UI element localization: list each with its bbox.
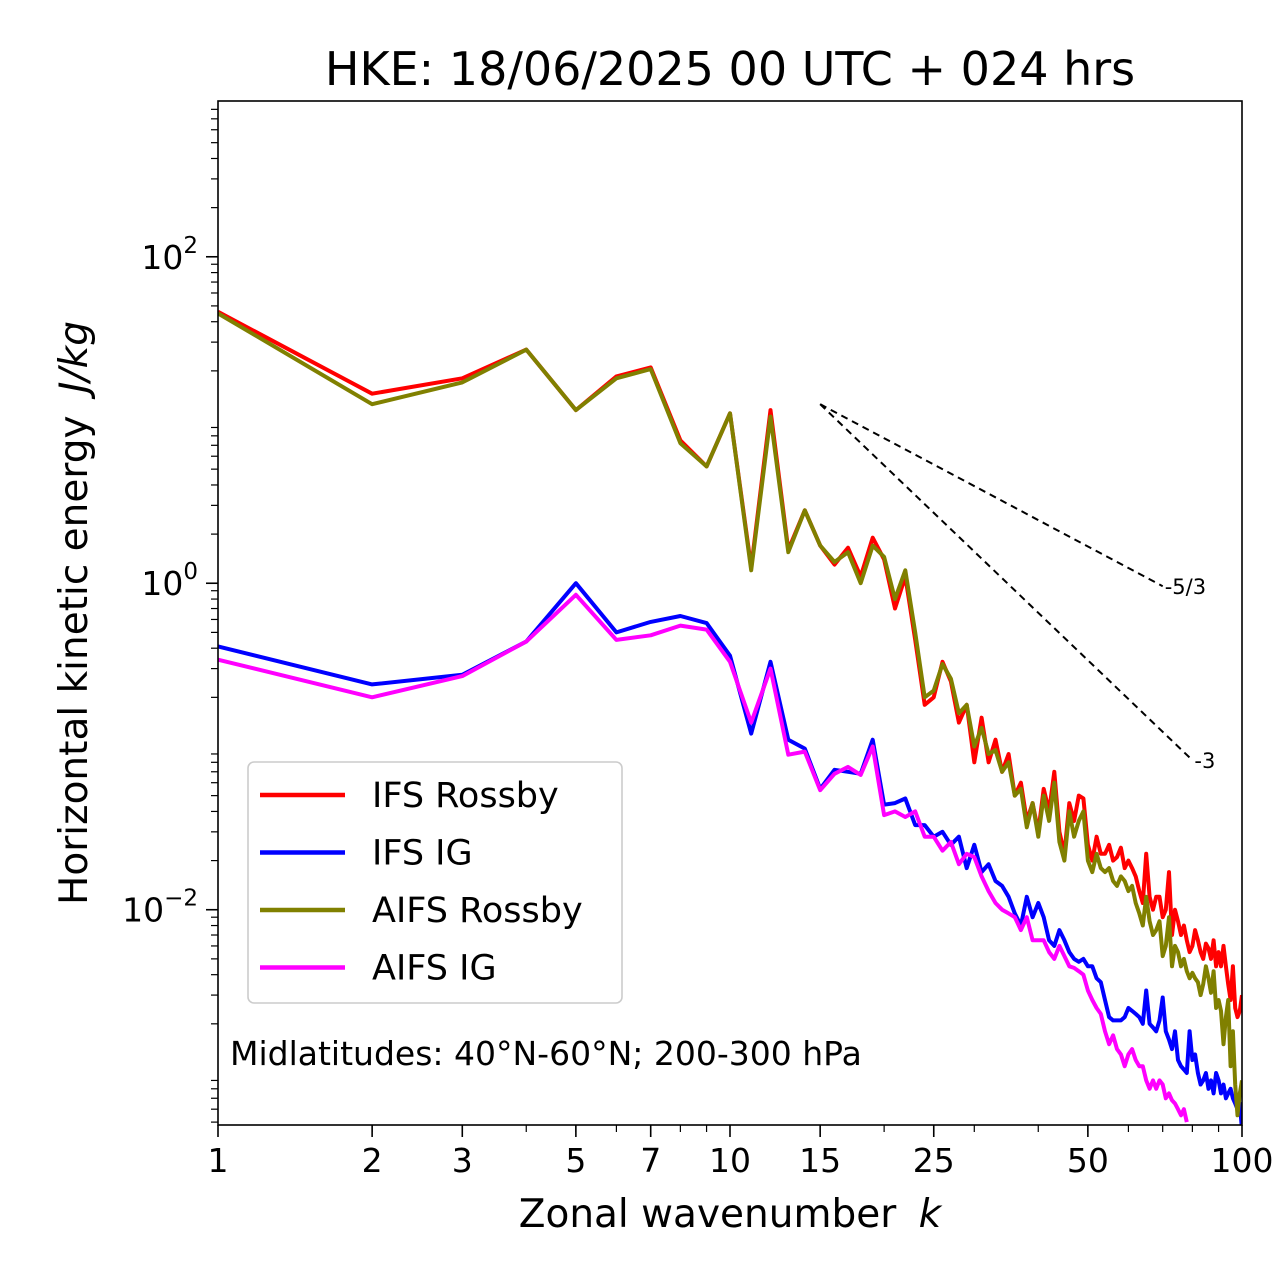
y-tick-exponent: 2 [183,233,198,259]
legend-label: AIFS IG [372,949,497,989]
y-tick-label: 102 [141,233,198,277]
x-axis-label-text: Zonal wavenumber [519,1192,897,1237]
x-axis-ticks: 1 2 3 5 7 10 15 25 50 100 [208,1125,1274,1180]
series-layer [218,310,1242,1125]
y-tick-label: 100 [141,559,198,603]
series-line-ifs-rossby [218,310,1242,1020]
y-axis-label: Horizontal kinetic energy J/kg [52,321,97,905]
x-tick-label: 10 [709,1141,751,1180]
x-tick-label: 7 [640,1141,661,1180]
y-tick-base: 10 [141,238,183,277]
reference-slope-label: -5/3 [1165,575,1206,599]
y-tick-base: 10 [122,891,164,930]
y-tick-label: 10−2 [122,886,198,930]
legend-entries: IFS Rossby IFS IG AIFS Rossby AIFS IG [260,776,583,989]
plot-frame [217,100,1243,1126]
legend: IFS Rossby IFS IG AIFS Rossby AIFS IG [247,761,623,1004]
legend-label: IFS IG [372,834,473,874]
legend-label: IFS Rossby [372,776,559,816]
x-tick-label: 2 [362,1141,383,1180]
y-axis-label-unit: J/kg [52,321,97,400]
reference-slope-line [819,403,1194,761]
x-tick-label: 100 [1211,1141,1274,1180]
y-tick-exponent: 0 [183,559,198,585]
legend-label: AIFS Rossby [372,891,583,931]
chart-title: HKE: 18/06/2025 00 UTC + 024 hrs [325,42,1135,96]
x-axis-label-var: k [919,1192,943,1237]
x-tick-label: 15 [799,1141,841,1180]
reference-slope-line [819,403,1164,588]
series-line-aifs-rossby [218,311,1242,1118]
y-minor-ticks [211,108,218,1123]
reference-slope-label: -3 [1194,749,1215,773]
x-axis-label: Zonal wavenumber k [519,1192,943,1237]
reference-slopes: -5/3 -3 [819,403,1215,773]
x-tick-label: 25 [913,1141,955,1180]
x-tick-label: 5 [565,1141,586,1180]
region-annotation: Midlatitudes: 40°N-60°N; 200-300 hPa [230,1034,862,1073]
legend-box [247,761,623,1004]
series-line-aifs-ig [218,592,1189,1123]
y-tick-exponent: −2 [164,886,198,912]
x-tick-label: 1 [208,1141,229,1180]
x-tick-label: 50 [1067,1141,1109,1180]
x-tick-label: 3 [452,1141,473,1180]
y-axis-label-text: Horizontal kinetic energy [52,415,97,905]
y-tick-base: 10 [141,564,183,603]
